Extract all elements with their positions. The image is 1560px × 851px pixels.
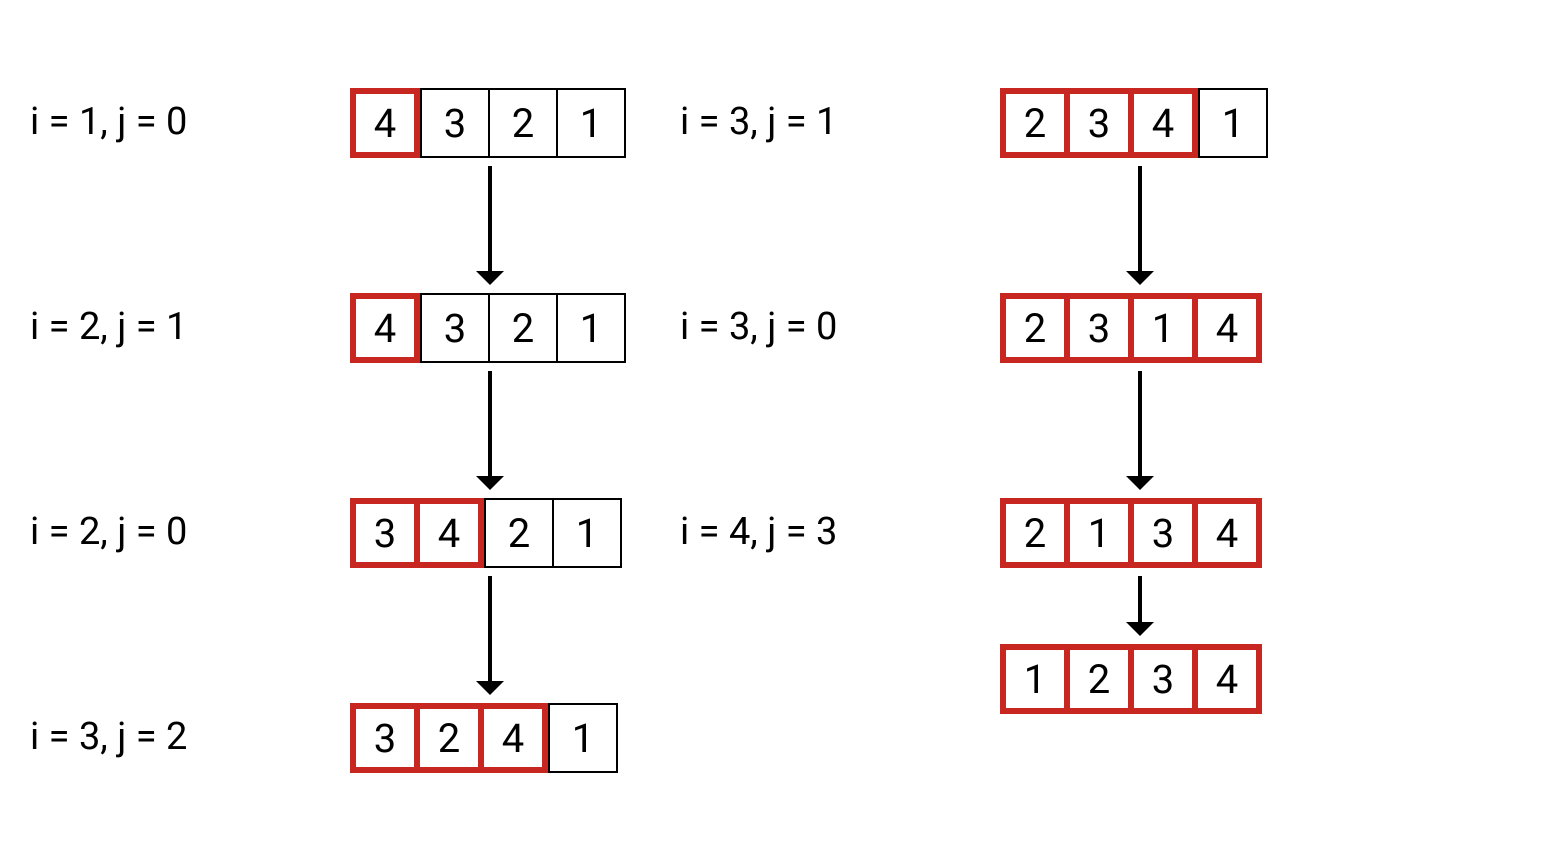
array-cell: 2	[488, 88, 558, 158]
array-cell-highlighted: 4	[350, 293, 420, 363]
array-row: 4321	[350, 88, 626, 158]
array-cell-highlighted: 3	[1064, 88, 1134, 158]
step-label: i = 2, j = 1	[30, 305, 187, 349]
array-cell-highlighted: 1	[1000, 644, 1070, 714]
array-cell: 2	[488, 293, 558, 363]
step-label: i = 2, j = 0	[30, 510, 187, 554]
array-cell: 2	[484, 498, 554, 568]
array-row: 1234	[1000, 644, 1262, 714]
arrow-down-icon	[1122, 576, 1158, 636]
array-cell: 3	[420, 293, 490, 363]
arrow-down-icon	[472, 576, 508, 695]
array-cell-highlighted: 2	[1000, 293, 1070, 363]
array-cell-highlighted: 2	[1000, 498, 1070, 568]
array-cell: 1	[552, 498, 622, 568]
array-row: 2314	[1000, 293, 1262, 363]
array-cell: 1	[548, 703, 618, 773]
array-cell-highlighted: 2	[414, 703, 484, 773]
array-row: 2341	[1000, 88, 1268, 158]
arrow-down-icon	[1122, 371, 1158, 490]
step-label: i = 4, j = 3	[680, 510, 837, 554]
arrow-down-icon	[1122, 166, 1158, 285]
arrow-down-icon	[472, 166, 508, 285]
array-cell-highlighted: 4	[478, 703, 548, 773]
array-cell-highlighted: 1	[1128, 293, 1198, 363]
array-cell-highlighted: 3	[1064, 293, 1134, 363]
array-cell-highlighted: 4	[1192, 293, 1262, 363]
step-label: i = 1, j = 0	[30, 100, 187, 144]
array-cell-highlighted: 3	[1128, 498, 1198, 568]
step-label: i = 3, j = 2	[30, 715, 187, 759]
array-cell-highlighted: 3	[350, 703, 420, 773]
arrow-down-icon	[472, 371, 508, 490]
array-cell-highlighted: 4	[350, 88, 420, 158]
array-cell: 3	[420, 88, 490, 158]
array-cell-highlighted: 4	[1192, 644, 1262, 714]
step-label: i = 3, j = 0	[680, 305, 837, 349]
array-row: 3421	[350, 498, 622, 568]
array-cell-highlighted: 1	[1064, 498, 1134, 568]
array-row: 4321	[350, 293, 626, 363]
array-cell-highlighted: 4	[1192, 498, 1262, 568]
step-label: i = 3, j = 1	[680, 100, 837, 144]
array-cell-highlighted: 2	[1064, 644, 1134, 714]
array-cell-highlighted: 2	[1000, 88, 1070, 158]
array-cell: 1	[556, 293, 626, 363]
array-cell: 1	[556, 88, 626, 158]
array-cell-highlighted: 4	[414, 498, 484, 568]
diagram-container: i = 1, j = 04321i = 2, j = 14321i = 2, j…	[0, 0, 1560, 851]
array-cell-highlighted: 4	[1128, 88, 1198, 158]
array-cell-highlighted: 3	[1128, 644, 1198, 714]
array-cell-highlighted: 3	[350, 498, 420, 568]
array-row: 2134	[1000, 498, 1262, 568]
array-row: 3241	[350, 703, 618, 773]
array-cell: 1	[1198, 88, 1268, 158]
